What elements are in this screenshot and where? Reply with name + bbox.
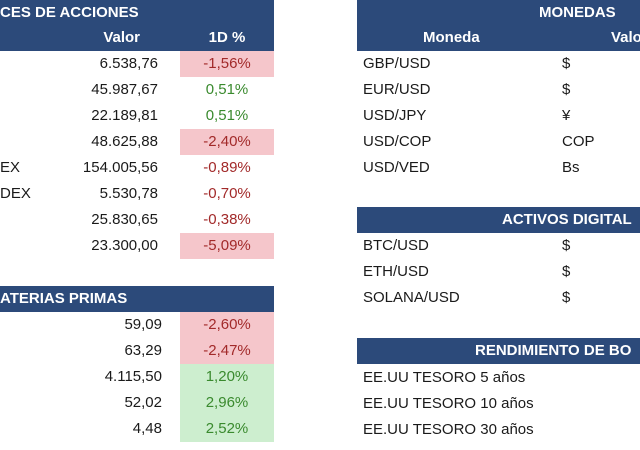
digital-value: 84. xyxy=(590,233,640,259)
currency-symbol: COP xyxy=(562,133,595,150)
index-value: 25.830,65 xyxy=(91,211,158,228)
table-row: 4.115,50 1,20% xyxy=(0,364,640,390)
col-currency: Moneda xyxy=(423,29,480,46)
currency-symbol: $ xyxy=(562,55,571,72)
table-row: GBP/USD $ xyxy=(0,51,640,77)
index-value: 5.530,78 xyxy=(99,185,158,202)
commodity-value: 63,29 xyxy=(124,342,162,359)
commodity-value: 4.115,50 xyxy=(104,368,162,385)
table-row: SOLANA/USD $1 xyxy=(0,285,640,311)
digital-value: 2.7 xyxy=(590,259,640,285)
index-change: -0,38% xyxy=(203,211,251,228)
index-name: EX xyxy=(0,159,21,176)
col-value: Valo xyxy=(611,29,640,46)
table-row: 63,29 -2,47% xyxy=(0,338,640,364)
currencies-column-header: Moneda Valo xyxy=(357,25,640,51)
table-row: EE.UU TESORO 10 años xyxy=(0,391,640,417)
currency-pair: EUR/USD xyxy=(363,81,431,98)
index-value: 6.538,76 xyxy=(99,55,158,72)
table-row: 45.987,67 0,51% xyxy=(0,77,640,103)
index-change: -1,56% xyxy=(180,51,274,77)
table-row: 59,09 -2,60% xyxy=(0,312,640,338)
table-row: BTC/USD $84. xyxy=(0,233,640,259)
table-row: 52,02 2,96% xyxy=(0,390,640,416)
table-row: USD/COP COP3.8 xyxy=(0,129,640,155)
table-row: EE.UU TESORO 5 años xyxy=(0,365,640,391)
commodity-change: 2,52% xyxy=(180,416,274,442)
index-value: 23.300,00 xyxy=(91,237,158,254)
currency-value: 1 xyxy=(590,103,640,129)
table-row: 4,48 2,52% xyxy=(0,416,640,442)
commodity-change: 1,20% xyxy=(180,364,274,390)
bond-name: EE.UU TESORO 10 años xyxy=(363,395,534,412)
currency-symbol: Bs xyxy=(562,159,580,176)
index-name: DEX xyxy=(0,185,31,202)
currency-value xyxy=(590,77,640,103)
currencies-title: MONEDAS xyxy=(539,4,616,21)
table-row: 23.300,00 -5,09% xyxy=(0,233,640,259)
currency-symbol: $ xyxy=(562,81,571,98)
index-change: -0,70% xyxy=(203,185,251,202)
commodity-change: 2,96% xyxy=(180,390,274,416)
table-row: USD/VED Bs 2 xyxy=(0,155,640,181)
digital-value: 1 xyxy=(590,285,640,311)
table-row: DEX 5.530,78 -0,70% xyxy=(0,181,640,207)
index-value: 22.189,81 xyxy=(91,107,158,124)
col-value: Valor xyxy=(103,29,140,46)
index-change: -5,09% xyxy=(180,233,274,259)
commodity-value: 4,48 xyxy=(132,420,162,437)
currency-pair: GBP/USD xyxy=(363,55,431,72)
bond-name: EE.UU TESORO 5 años xyxy=(363,369,526,386)
digital-symbol: $ xyxy=(562,237,571,254)
table-row: ETH/USD $2.7 xyxy=(0,259,640,285)
currency-pair: USD/VED xyxy=(363,159,430,176)
digital-pair: ETH/USD xyxy=(363,263,429,280)
table-row: 22.189,81 0,51% xyxy=(0,103,640,129)
index-change: -0,89% xyxy=(203,159,251,176)
col-pct: 1D % xyxy=(208,29,246,46)
stocks-title-bar: CES DE ACCIONES xyxy=(0,0,274,26)
digital-symbol: $ xyxy=(562,289,571,306)
commodity-change: -2,60% xyxy=(180,312,274,338)
digital-title-bar: ACTIVOS DIGITAL xyxy=(357,207,640,233)
commodities-title-bar: ATERIAS PRIMAS xyxy=(0,286,274,312)
digital-pair: BTC/USD xyxy=(363,237,429,254)
commodities-title: ATERIAS PRIMAS xyxy=(0,290,128,307)
currencies-title-bar: MONEDAS xyxy=(357,0,640,26)
index-change: 0,51% xyxy=(205,107,249,124)
bond-name: EE.UU TESORO 30 años xyxy=(363,421,534,438)
currency-symbol: ¥ xyxy=(562,107,571,124)
currency-pair: USD/JPY xyxy=(363,107,427,124)
bonds-title-bar: RENDIMIENTO DE BO xyxy=(357,338,640,364)
table-row: USD/JPY ¥1 xyxy=(0,103,640,129)
digital-pair: SOLANA/USD xyxy=(363,289,460,306)
currency-pair: USD/COP xyxy=(363,133,432,150)
bonds-title: RENDIMIENTO DE BO xyxy=(475,342,632,359)
table-row: 6.538,76 -1,56% xyxy=(0,51,640,77)
digital-symbol: $ xyxy=(562,263,571,280)
table-row: 48.625,88 -2,40% xyxy=(0,129,640,155)
table-row: EE.UU TESORO 30 años xyxy=(0,417,640,443)
currency-value xyxy=(590,51,640,77)
commodity-value: 52,02 xyxy=(124,394,162,411)
index-value: 154.005,56 xyxy=(82,159,158,176)
currency-value: 3.8 xyxy=(590,129,640,155)
table-row: EUR/USD $ xyxy=(0,77,640,103)
table-row: EX 154.005,56 -0,89% xyxy=(0,155,640,181)
index-change: -2,40% xyxy=(180,129,274,155)
index-value: 48.625,88 xyxy=(91,133,158,150)
stocks-title: CES DE ACCIONES xyxy=(0,4,139,21)
index-change: 0,51% xyxy=(205,81,249,98)
currency-value: 2 xyxy=(590,155,640,181)
commodity-change: -2,47% xyxy=(180,338,274,364)
digital-title: ACTIVOS DIGITAL xyxy=(502,211,632,228)
stocks-column-header: Valor 1D % xyxy=(0,25,274,51)
commodity-value: 59,09 xyxy=(124,316,162,333)
table-row: 25.830,65 -0,38% xyxy=(0,207,640,233)
index-value: 45.987,67 xyxy=(91,81,158,98)
